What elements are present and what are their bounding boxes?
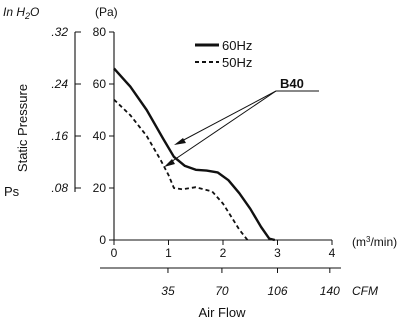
cfm-tick-label: 106: [267, 284, 287, 298]
cfm-tick-label: 35: [161, 284, 175, 298]
x-unit-m3min: (m3/min): [352, 235, 397, 249]
y-unit-inh2o: In H2O: [3, 5, 39, 21]
y-axis-title: Static Pressure: [15, 84, 30, 172]
ticks: 0 1 2 3 4 35 70 106 140 0 20 40 60 80 .08 .16 .24 .32: [51, 25, 340, 298]
legend-label-50hz: 50Hz: [222, 55, 252, 70]
y-tick-label: 20: [93, 181, 107, 195]
x-unit-cfm: CFM: [352, 284, 378, 298]
y-axis-symbol: Ps: [4, 184, 20, 199]
x-axis-title: Air Flow: [199, 305, 247, 320]
legend: 60Hz 50Hz: [195, 38, 252, 70]
inh2o-tick-label: .32: [51, 25, 68, 39]
curves: [113, 67, 276, 242]
b40-label: B40: [280, 76, 304, 91]
y-unit-pa: (Pa): [95, 5, 118, 19]
inh2o-tick-label: .24: [51, 77, 68, 91]
b40-arrowhead-50hz: [164, 159, 175, 167]
series-line-60hz: [113, 67, 276, 242]
x-tick-label: 0: [111, 246, 118, 260]
x-tick-label: 3: [274, 246, 281, 260]
y-tick-label: 0: [99, 233, 106, 247]
y-tick-label: 60: [93, 77, 107, 91]
axes: [74, 32, 341, 269]
inh2o-tick-label: .08: [51, 181, 68, 195]
legend-label-60hz: 60Hz: [222, 38, 252, 53]
x-tick-label: 4: [329, 246, 336, 260]
inh2o-tick-label: .16: [51, 129, 68, 143]
series-line-50hz: [113, 98, 249, 241]
b40-arrow-to-60hz: [177, 90, 277, 144]
x-tick-label: 1: [165, 246, 172, 260]
x-tick-label: 2: [220, 246, 227, 260]
b40-arrowhead-60hz: [174, 138, 186, 145]
b40-annotation: B40: [164, 76, 304, 167]
b40-arrow-to-50hz: [167, 90, 277, 165]
cfm-tick-label: 140: [320, 284, 340, 298]
y-tick-label: 80: [93, 25, 107, 39]
cfm-tick-label: 70: [215, 284, 229, 298]
y-tick-label: 40: [93, 129, 107, 143]
